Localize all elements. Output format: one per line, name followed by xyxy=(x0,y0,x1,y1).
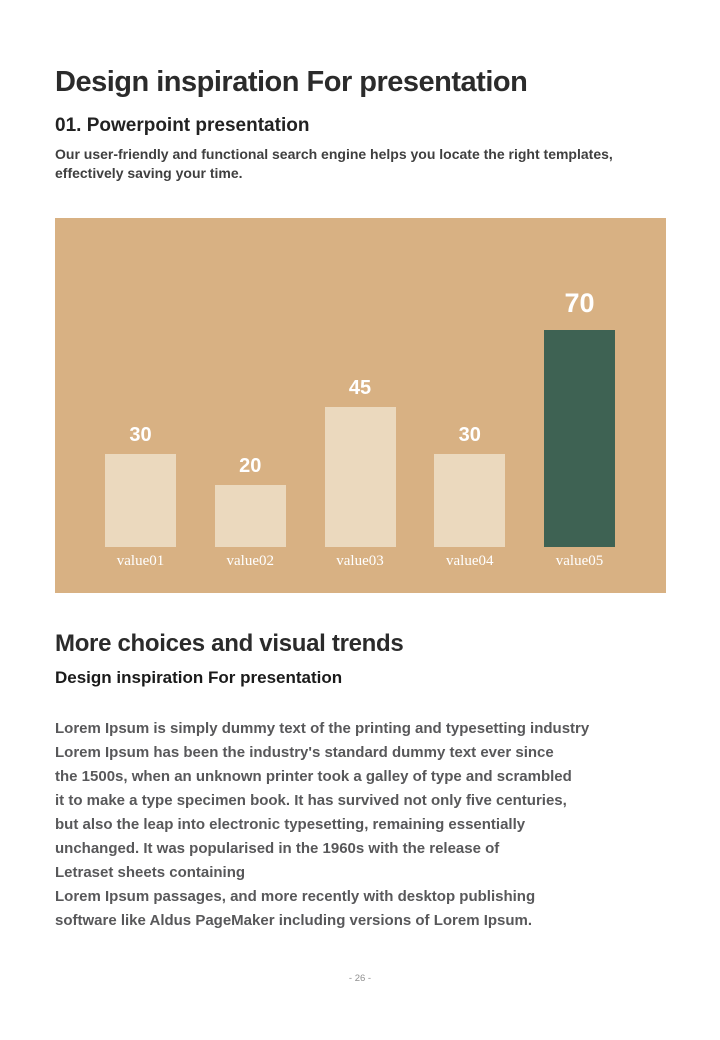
bar xyxy=(105,454,176,547)
bar-value-label: 45 xyxy=(348,377,372,399)
section1-heading: 01. Powerpoint presentation xyxy=(55,115,310,136)
section2-subheading: Design inspiration For presentation xyxy=(55,668,343,687)
bar-group: 70 value05 xyxy=(544,288,615,569)
bar xyxy=(434,454,506,547)
bar-group: 30 value04 xyxy=(434,424,506,569)
section1-body-text: Our user-friendly and functional search … xyxy=(55,146,613,181)
chart-plot-area: 30 value01 20 value02 45 value03 30 value04 70 va… xyxy=(105,288,615,569)
bar-value-label: 20 xyxy=(239,455,262,477)
bar-group: 20 value02 xyxy=(214,455,286,569)
page-number: - 26 - xyxy=(348,973,372,984)
bar-group: 45 value03 xyxy=(324,377,396,569)
bar-value-label: 30 xyxy=(458,424,481,446)
bar-value-label: 70 xyxy=(564,288,595,318)
bar-category-label: value01 xyxy=(116,553,165,569)
bar-group: 30 value01 xyxy=(105,424,176,569)
bar-category-label: value04 xyxy=(446,553,494,569)
bar-category-label: value03 xyxy=(336,553,384,569)
section2-heading: More choices and visual trends xyxy=(55,630,404,657)
section2-paragraph: Lorem Ipsum is simply dummy text of the … xyxy=(55,720,590,929)
bar xyxy=(544,330,615,547)
page-title: Design inspiration For presentation xyxy=(55,66,528,98)
bar xyxy=(214,485,286,547)
bar xyxy=(324,407,396,547)
bar-chart-panel: 30 value01 20 value02 45 value03 30 value04 70 va… xyxy=(55,218,666,593)
bar-value-label: 30 xyxy=(129,424,152,446)
bar-category-label: value02 xyxy=(226,553,274,569)
bar-category-label: value05 xyxy=(555,553,604,569)
